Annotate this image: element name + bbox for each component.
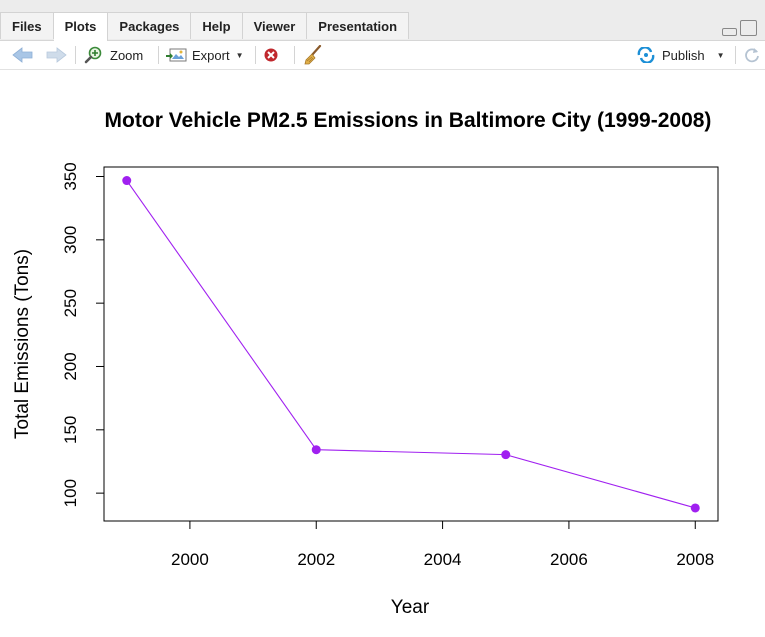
arrow-right-icon — [46, 47, 67, 63]
data-point — [501, 450, 511, 460]
series-line-segment — [316, 449, 506, 456]
x-axis-label: Year — [391, 597, 430, 618]
window-controls — [722, 20, 757, 36]
zoom-label: Zoom — [110, 47, 144, 63]
publish-button[interactable]: Publish ▼ — [636, 41, 725, 69]
pane-tab-bar: Files Plots Packages Help Viewer Present… — [0, 0, 765, 41]
minimize-icon[interactable] — [722, 28, 737, 36]
tab-viewer[interactable]: Viewer — [242, 12, 308, 39]
data-point — [690, 503, 700, 513]
x-tick-label: 2002 — [297, 550, 335, 569]
y-tick-label: 250 — [61, 289, 80, 317]
export-label: Export — [192, 47, 230, 63]
tab-files[interactable]: Files — [0, 12, 54, 39]
broom-icon — [304, 45, 322, 65]
x-axis: 2000 2002 2004 2006 2008 — [171, 521, 714, 569]
export-button[interactable]: Export ▼ — [166, 41, 244, 69]
tab-list: Files Plots Packages Help Viewer Present… — [0, 12, 410, 41]
x-tick-label: 2004 — [424, 550, 462, 569]
series-line-segment — [126, 180, 317, 451]
tab-plots[interactable]: Plots — [53, 12, 109, 41]
x-tick-label: 2008 — [676, 550, 714, 569]
remove-plot-icon — [264, 48, 278, 62]
chart-title: Motor Vehicle PM2.5 Emissions in Baltimo… — [105, 109, 712, 132]
y-tick-label: 200 — [61, 352, 80, 380]
remove-plot-button[interactable] — [263, 41, 279, 69]
y-tick-label: 300 — [61, 226, 80, 254]
toolbar-separator — [158, 46, 159, 64]
maximize-icon[interactable] — [740, 20, 757, 36]
data-point — [122, 176, 132, 186]
chevron-down-icon: ▼ — [716, 50, 725, 60]
data-point — [311, 445, 321, 455]
export-icon — [166, 48, 187, 62]
back-button[interactable] — [12, 41, 34, 69]
tab-packages[interactable]: Packages — [108, 12, 192, 39]
toolbar-separator — [255, 46, 256, 64]
toolbar-separator — [75, 46, 76, 64]
y-tick-label: 100 — [61, 479, 80, 507]
x-tick-label: 2006 — [550, 550, 588, 569]
publish-icon — [637, 47, 655, 63]
toolbar-separator — [735, 46, 736, 64]
publish-label: Publish — [662, 47, 705, 63]
plot-frame — [103, 166, 719, 522]
x-tick-label: 2000 — [171, 550, 209, 569]
plot-viewer: Motor Vehicle PM2.5 Emissions in Baltimo… — [0, 71, 765, 632]
tab-help[interactable]: Help — [191, 12, 243, 39]
clear-all-plots-button[interactable] — [303, 41, 323, 69]
zoom-button[interactable]: Zoom — [84, 41, 143, 69]
refresh-icon — [745, 48, 759, 63]
arrow-left-icon — [12, 47, 33, 63]
series-line-segment — [505, 454, 696, 509]
chevron-down-icon: ▼ — [235, 50, 244, 60]
forward-button[interactable] — [45, 41, 67, 69]
tab-presentation[interactable]: Presentation — [307, 12, 410, 39]
y-axis: 100 150 200 250 300 350 — [61, 162, 104, 507]
y-tick-label: 150 — [61, 416, 80, 444]
zoom-icon — [84, 46, 102, 64]
refresh-button[interactable] — [743, 41, 761, 69]
series-emissions — [122, 176, 700, 513]
plots-toolbar: Zoom Export ▼ — [0, 41, 765, 70]
y-axis-label: Total Emissions (Tons) — [12, 249, 33, 439]
toolbar-separator — [294, 46, 295, 64]
y-tick-label: 350 — [61, 162, 80, 190]
emissions-line-chart: Motor Vehicle PM2.5 Emissions in Baltimo… — [12, 109, 719, 618]
